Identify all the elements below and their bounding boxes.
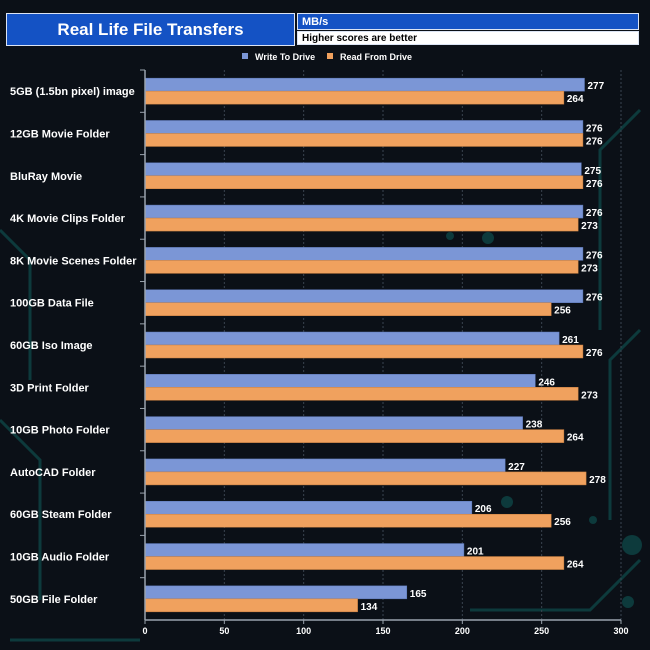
circuit-line	[0, 418, 42, 600]
category-label: 10GB Photo Folder	[10, 425, 110, 437]
circuit-node	[501, 496, 513, 508]
circuit-node	[622, 596, 634, 608]
category-label: BluRay Movie	[10, 171, 82, 183]
value-label: 264	[567, 433, 584, 444]
unit-label: MB/s	[297, 13, 639, 30]
write-bar	[144, 585, 408, 600]
category-label: 12GB Movie Folder	[10, 128, 110, 140]
value-label: 134	[361, 602, 378, 613]
legend: Write To Drive Read From Drive	[242, 52, 412, 62]
circuit-node	[589, 516, 597, 524]
value-label: 201	[467, 547, 484, 558]
write-bar	[144, 543, 465, 557]
circuit-line	[470, 558, 642, 612]
value-label: 276	[586, 293, 603, 304]
category-label: 50GB File Folder	[10, 594, 98, 606]
category-label: 5GB (1.5bn pixel) image	[10, 86, 135, 98]
read-bar	[144, 471, 587, 486]
circuit-node	[482, 232, 494, 244]
value-label: 278	[589, 475, 606, 486]
category-label: 3D Print Folder	[10, 382, 90, 394]
read-bar	[144, 429, 565, 443]
category-label: 60GB Iso Image	[10, 340, 93, 352]
value-label: 264	[567, 560, 584, 571]
write-bar	[144, 289, 584, 303]
read-bar	[144, 90, 565, 105]
x-tick-label: 250	[534, 626, 549, 636]
value-label: 227	[508, 462, 525, 473]
write-bar	[144, 374, 536, 388]
write-bar	[144, 331, 560, 346]
read-bar	[144, 556, 565, 570]
category-label: 8K Movie Scenes Folder	[10, 255, 137, 267]
category-labels: 5GB (1.5bn pixel) image 12GB Movie Folder…	[10, 69, 145, 606]
value-label: 276	[586, 179, 603, 190]
category-label: 100GB Data File	[10, 298, 94, 310]
write-bar	[144, 162, 582, 177]
legend-swatch	[327, 53, 333, 59]
value-label: 256	[554, 517, 571, 528]
value-label: 277	[588, 81, 605, 92]
value-label: 275	[584, 166, 601, 177]
chart-title: Real Life File Transfers	[6, 13, 295, 46]
category-label: 4K Movie Clips Folder	[10, 213, 126, 225]
read-bar	[144, 598, 358, 613]
read-bar	[144, 133, 584, 147]
write-bar	[144, 204, 584, 219]
write-bar	[144, 500, 473, 515]
circuit-node	[622, 535, 642, 555]
circuit-line	[0, 228, 32, 380]
read-bar	[144, 302, 552, 316]
write-bar	[144, 416, 523, 430]
x-axis: 0 50 100 150 200 250 300	[142, 70, 629, 636]
value-label: 206	[475, 504, 492, 515]
value-label: 238	[526, 420, 543, 431]
write-bar	[144, 77, 585, 92]
circuit-line	[608, 328, 642, 520]
value-label: 273	[581, 263, 598, 274]
category-label: 10GB Audio Folder	[10, 552, 110, 564]
value-label: 261	[562, 335, 579, 346]
legend-label: Read From Drive	[340, 52, 412, 62]
circuit-line	[598, 108, 642, 330]
value-label: 276	[586, 123, 603, 134]
legend-swatch	[242, 53, 248, 59]
write-bar	[144, 458, 506, 473]
value-label: 165	[410, 589, 427, 600]
background-circuit	[0, 108, 642, 642]
x-tick-label: 150	[375, 626, 390, 636]
value-label: 276	[586, 136, 603, 147]
chart-subtitle: Higher scores are better	[297, 31, 639, 45]
x-tick-label: 0	[142, 626, 147, 636]
read-bar	[144, 387, 579, 401]
value-label: 256	[554, 306, 571, 317]
read-bar	[144, 344, 584, 359]
bars: 277 264 276 276 275 276 276 273 276 273 276 256 261 2…	[144, 77, 606, 613]
read-bar	[144, 513, 552, 528]
value-label: 276	[586, 348, 603, 359]
category-label: 60GB Steam Folder	[10, 509, 112, 521]
value-label: 264	[567, 94, 584, 105]
value-label: 273	[581, 221, 598, 232]
write-bar	[144, 120, 584, 134]
read-bar	[144, 175, 584, 190]
x-tick-label: 200	[455, 626, 470, 636]
x-tick-label: 300	[613, 626, 628, 636]
write-bar	[144, 247, 584, 261]
read-bar	[144, 217, 579, 232]
legend-label: Write To Drive	[255, 52, 315, 62]
category-label: AutoCAD Folder	[10, 467, 96, 479]
circuit-node	[446, 232, 454, 240]
value-label: 276	[586, 208, 603, 219]
x-tick-label: 100	[296, 626, 311, 636]
value-label: 246	[538, 377, 555, 388]
value-label: 273	[581, 390, 598, 401]
x-tick-label: 50	[219, 626, 229, 636]
value-label: 276	[586, 250, 603, 261]
read-bar	[144, 260, 579, 274]
